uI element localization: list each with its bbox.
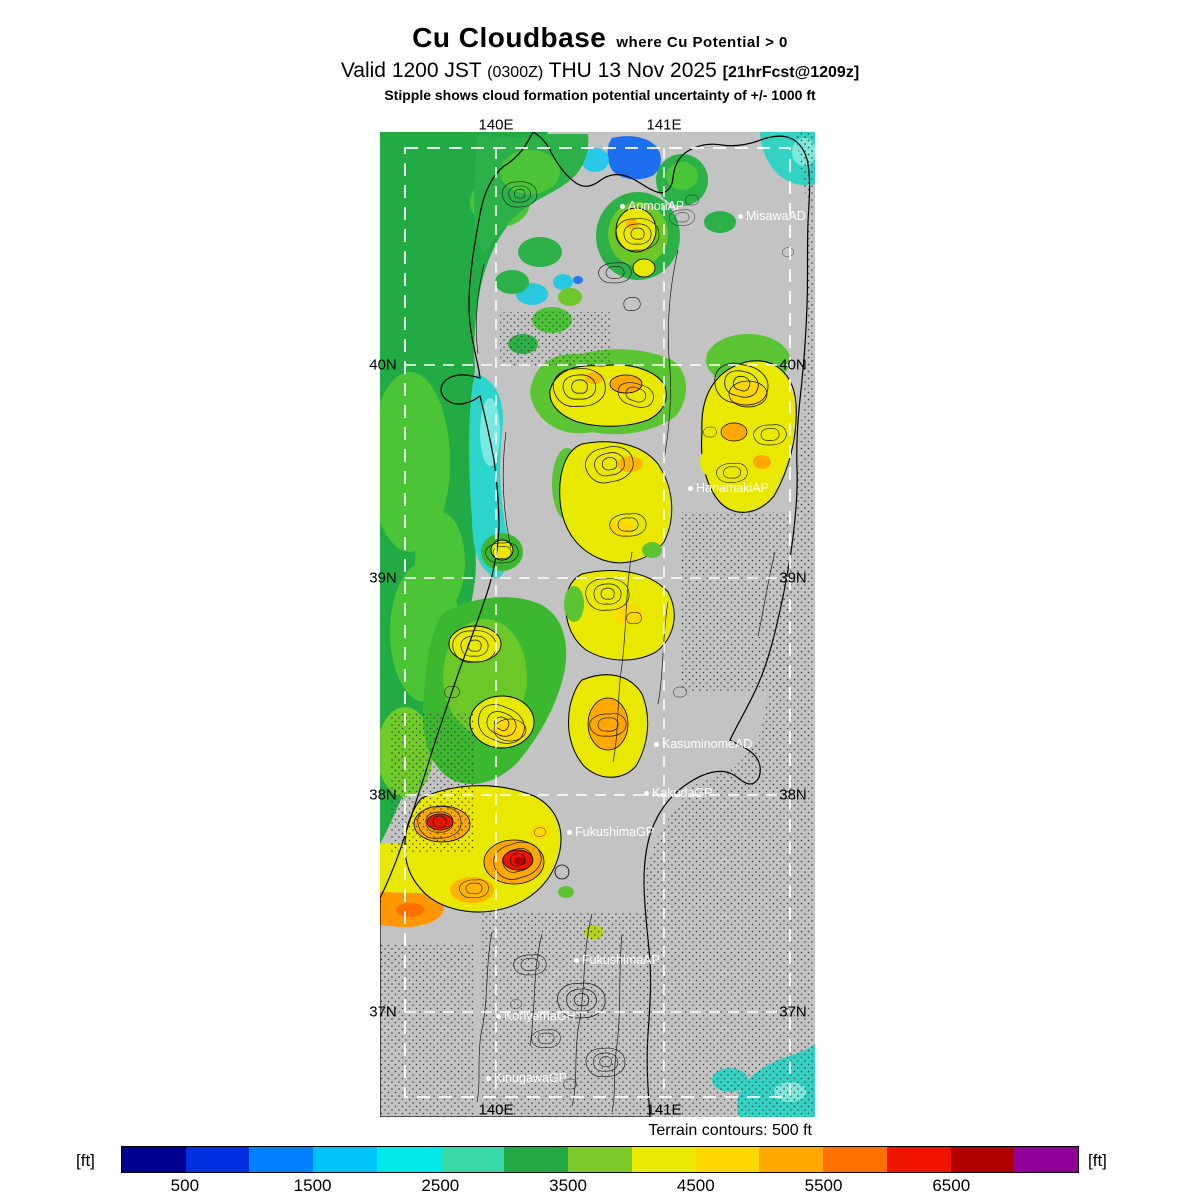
colorbar-segment [1014,1147,1079,1172]
valid-date: THU 13 Nov 2025 [548,59,717,82]
page-title: Cu Cloudbase [412,22,607,53]
colorbar-tick-label: 1500 [293,1176,332,1195]
colorbar-segment [185,1147,250,1172]
colorbar-segment [568,1147,632,1172]
colorbar-ticks: 500 1500 2500 3500 4500 5500 6500 [121,1176,1079,1198]
terrain-contours-note: Terrain contours: 500 ft [648,1122,812,1139]
map-panel: 140E 140E 141E 141E 40N 40N 39N 39N 38N 38N 37N 37N… [369,117,815,1119]
colorbar-segment [504,1147,569,1172]
colorbar [121,1146,1079,1173]
colorbar-segment [886,1147,951,1172]
colorbar-segment [759,1147,824,1172]
colorbar-unit-left: [ft] [76,1151,95,1170]
colorbar-tick-label: 6500 [932,1176,971,1195]
lon-label-top: 140E [478,116,514,134]
header: Cu Cloudbase where Cu Potential > 0 Valid… [0,22,1200,103]
colorbar-tick-label: 2500 [421,1176,460,1195]
colorbar-segment [631,1147,696,1172]
colorbar-tick-label: 3500 [549,1176,587,1195]
colorbar-segment [376,1147,441,1172]
colorbar-segment [313,1147,377,1172]
latlon-grid [404,147,791,1098]
colorbar-segment [122,1147,186,1172]
colorbar-segments [122,1147,1079,1172]
colorbar-tick-label: 5500 [804,1176,843,1195]
colorbar-tick-label: 4500 [676,1176,715,1195]
lon-label-top: 141E [646,116,682,134]
forecast-tag: [21hrFcst@1209z] [722,64,860,81]
colorbar-unit-right: [ft] [1088,1151,1107,1170]
title-qualifier: where Cu Potential > 0 [616,34,788,51]
colorbar-segment [440,1147,505,1172]
colorbar-segment [823,1147,887,1172]
stipple-note: Stipple shows cloud formation potential … [384,87,816,103]
valid-zulu: (0300Z) [487,64,544,81]
colorbar-segment [249,1147,314,1172]
valid-line: Valid 1200 JST (0300Z) THU 13 Nov 2025 [… [0,59,1200,83]
valid-time: Valid 1200 JST [340,59,482,82]
colorbar-segment [950,1147,1015,1172]
title-line: Cu Cloudbase where Cu Potential > 0 [0,22,1200,54]
colorbar-tick-label: 500 [170,1176,200,1195]
colorbar-segment [695,1147,760,1172]
map-svg [380,132,815,1117]
